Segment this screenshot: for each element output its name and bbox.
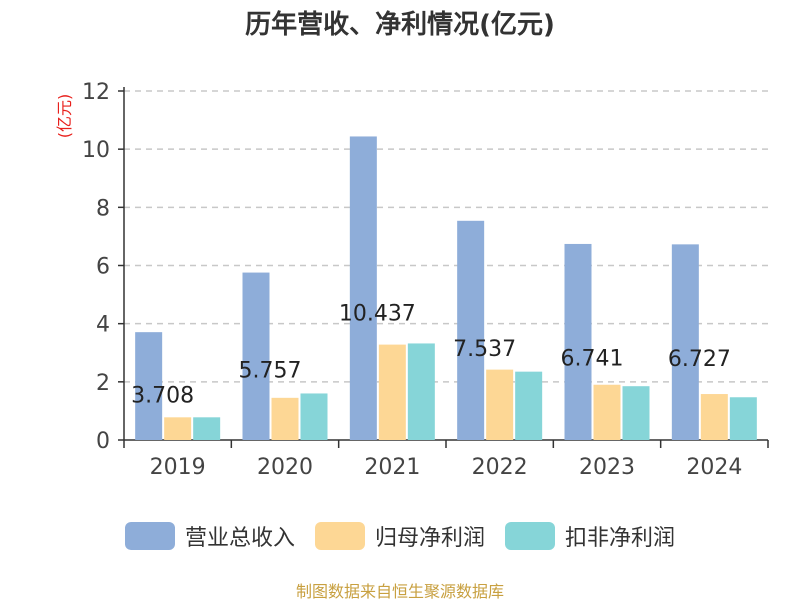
legend-swatch bbox=[124, 522, 175, 550]
y-tick-label: 2 bbox=[96, 371, 110, 396]
legend-item[interactable]: 扣非净利润 bbox=[505, 520, 675, 552]
bar-扣非净利润-2021 bbox=[407, 343, 435, 440]
bar-归母净利润-2022 bbox=[486, 369, 514, 440]
bar-营业总收入-2020 bbox=[242, 272, 270, 440]
y-tick-label: 12 bbox=[82, 80, 110, 105]
bar-扣非净利润-2020 bbox=[300, 393, 328, 440]
chart-title: 历年营收、净利情况(亿元) bbox=[245, 10, 555, 40]
bar-归母净利润-2019 bbox=[164, 417, 192, 440]
source-note: 制图数据来自恒生聚源数据库 bbox=[295, 582, 504, 601]
y-tick-label: 0 bbox=[96, 429, 110, 454]
bar-扣非净利润-2022 bbox=[515, 371, 543, 440]
x-tick-label: 2024 bbox=[686, 455, 742, 480]
bar-扣非净利润-2024 bbox=[729, 397, 757, 440]
data-label: 7.537 bbox=[453, 337, 516, 362]
grid-layer bbox=[124, 90, 768, 383]
y-tick-label: 4 bbox=[96, 313, 110, 338]
legend-label: 扣非净利润 bbox=[565, 526, 676, 551]
bar-归母净利润-2024 bbox=[700, 394, 728, 440]
y-tick-label: 8 bbox=[96, 196, 110, 221]
bar-营业总收入-2023 bbox=[564, 243, 592, 440]
legend-swatch bbox=[314, 522, 365, 550]
bar-layer bbox=[135, 136, 757, 440]
bar-归母净利润-2023 bbox=[593, 384, 621, 440]
bar-营业总收入-2021 bbox=[349, 136, 377, 440]
label-layer: 3.708 5.757 10.437 7.537 6.741 6.727 bbox=[131, 302, 731, 409]
legend: 营业总收入 归母净利润 扣非净利润 bbox=[0, 516, 800, 556]
y-axis-label: (亿元) bbox=[55, 94, 74, 139]
legend-swatch bbox=[505, 522, 555, 550]
legend-label: 营业总收入 bbox=[184, 526, 295, 551]
bar-扣非净利润-2023 bbox=[622, 386, 650, 440]
bar-扣非净利润-2019 bbox=[193, 417, 221, 440]
bar-归母净利润-2021 bbox=[378, 344, 406, 440]
data-label: 3.708 bbox=[131, 384, 194, 409]
data-label: 6.741 bbox=[561, 347, 624, 372]
x-tick-label: 2023 bbox=[579, 455, 635, 480]
data-label: 5.757 bbox=[239, 359, 302, 384]
data-label: 6.727 bbox=[668, 347, 731, 372]
x-tick-label: 2020 bbox=[257, 455, 313, 480]
bar-营业总收入-2024 bbox=[671, 244, 699, 440]
y-tick-label: 10 bbox=[82, 138, 110, 163]
x-tick-label: 2019 bbox=[150, 455, 206, 480]
bar-营业总收入-2022 bbox=[457, 220, 485, 440]
x-tick-label: 2021 bbox=[364, 455, 420, 480]
y-tick-label: 6 bbox=[96, 255, 110, 280]
legend-item[interactable]: 归母净利润 bbox=[314, 520, 485, 552]
legend-item[interactable]: 营业总收入 bbox=[124, 520, 295, 552]
data-label: 10.437 bbox=[339, 302, 416, 327]
bar-营业总收入-2019 bbox=[135, 332, 163, 440]
legend-label: 归母净利润 bbox=[374, 526, 485, 551]
bar-归母净利润-2020 bbox=[271, 397, 299, 440]
axis-layer: 0 2 4 6 8 10 12 2019 2020 2021 2022 2023 2024 bbox=[82, 80, 769, 480]
x-tick-label: 2022 bbox=[472, 455, 528, 480]
